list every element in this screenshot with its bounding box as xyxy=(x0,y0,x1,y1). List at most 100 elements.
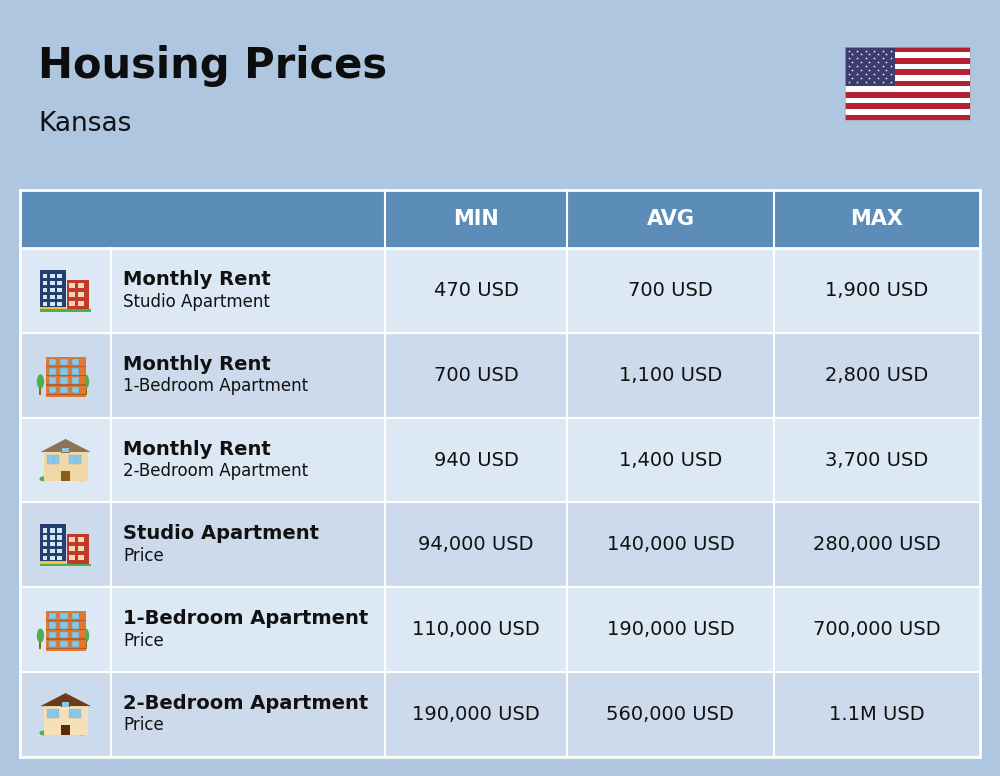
Bar xyxy=(845,92,970,98)
Bar xyxy=(20,190,980,248)
Bar xyxy=(43,549,47,553)
Bar xyxy=(20,587,980,672)
Text: 700 USD: 700 USD xyxy=(628,281,713,300)
Bar xyxy=(62,449,69,452)
Bar xyxy=(845,75,970,81)
Bar xyxy=(20,333,980,417)
Bar xyxy=(40,307,66,310)
Ellipse shape xyxy=(82,629,89,643)
Bar xyxy=(845,86,970,92)
Bar xyxy=(47,456,59,464)
Bar xyxy=(69,456,81,464)
Bar xyxy=(50,295,55,300)
Bar xyxy=(69,283,75,288)
Polygon shape xyxy=(40,693,91,706)
Bar xyxy=(78,283,84,288)
Bar xyxy=(50,535,55,539)
Bar xyxy=(49,368,56,375)
Bar xyxy=(72,613,79,619)
Bar xyxy=(69,709,81,719)
Bar xyxy=(44,452,88,481)
Bar xyxy=(78,537,84,542)
Bar xyxy=(69,301,75,306)
Bar xyxy=(57,274,62,279)
Text: 140,000 USD: 140,000 USD xyxy=(607,535,734,554)
Ellipse shape xyxy=(37,629,44,643)
Bar xyxy=(845,115,970,120)
Bar xyxy=(57,281,62,286)
Bar xyxy=(61,447,70,452)
Bar xyxy=(43,556,47,560)
Bar xyxy=(50,549,55,553)
Bar xyxy=(60,359,68,365)
Bar xyxy=(43,281,47,286)
Bar xyxy=(72,377,79,384)
Bar xyxy=(72,622,79,629)
Bar xyxy=(20,672,980,757)
Bar xyxy=(72,359,79,365)
Bar xyxy=(845,47,970,52)
Text: Monthly Rent: Monthly Rent xyxy=(123,355,271,374)
Bar xyxy=(40,310,91,312)
Text: 470 USD: 470 USD xyxy=(434,281,518,300)
Text: 1-Bedroom Apartment: 1-Bedroom Apartment xyxy=(123,609,368,628)
Bar xyxy=(20,248,980,333)
Bar xyxy=(60,641,68,647)
Bar xyxy=(57,288,62,293)
Text: Housing Prices: Housing Prices xyxy=(38,45,387,87)
Text: 2-Bedroom Apartment: 2-Bedroom Apartment xyxy=(123,694,368,712)
Bar xyxy=(43,274,47,279)
Ellipse shape xyxy=(77,730,86,736)
Ellipse shape xyxy=(37,374,44,389)
Bar xyxy=(47,709,59,719)
Text: Monthly Rent: Monthly Rent xyxy=(123,270,271,289)
Text: 940 USD: 940 USD xyxy=(434,451,518,469)
Bar xyxy=(43,302,47,306)
Bar xyxy=(69,537,75,542)
Bar xyxy=(50,274,55,279)
Bar xyxy=(72,632,79,638)
Bar xyxy=(40,270,66,310)
Bar xyxy=(60,368,68,375)
Bar xyxy=(72,386,79,393)
Bar xyxy=(69,555,75,560)
Text: 2-Bedroom Apartment: 2-Bedroom Apartment xyxy=(123,462,308,480)
Bar xyxy=(46,375,86,376)
Polygon shape xyxy=(40,439,91,452)
Bar xyxy=(39,387,41,395)
Text: 1.1M USD: 1.1M USD xyxy=(829,705,925,724)
Bar xyxy=(57,549,62,553)
Bar xyxy=(46,365,86,367)
Bar xyxy=(78,555,84,560)
Bar xyxy=(60,622,68,629)
Bar xyxy=(50,288,55,293)
Text: MIN: MIN xyxy=(453,210,499,229)
Bar xyxy=(46,629,86,630)
Text: Price: Price xyxy=(123,716,164,734)
Bar xyxy=(40,563,91,566)
Bar xyxy=(60,632,68,638)
Bar xyxy=(845,109,970,115)
Bar xyxy=(43,528,47,532)
Bar xyxy=(60,386,68,393)
Bar xyxy=(845,98,970,103)
Text: 560,000 USD: 560,000 USD xyxy=(606,705,734,724)
Text: 280,000 USD: 280,000 USD xyxy=(813,535,941,554)
Bar xyxy=(84,642,87,649)
Bar xyxy=(845,47,895,86)
Bar xyxy=(845,52,970,58)
Text: MAX: MAX xyxy=(850,210,903,229)
Bar xyxy=(49,613,56,619)
Bar xyxy=(78,301,84,306)
Bar xyxy=(43,288,47,293)
Bar xyxy=(61,725,70,736)
Bar xyxy=(57,302,62,306)
Bar xyxy=(49,632,56,638)
Bar xyxy=(845,81,970,86)
Text: 190,000 USD: 190,000 USD xyxy=(412,705,540,724)
Text: Monthly Rent: Monthly Rent xyxy=(123,439,271,459)
Bar xyxy=(43,535,47,539)
Bar xyxy=(46,611,86,650)
Bar xyxy=(845,47,970,120)
Bar xyxy=(46,357,86,397)
